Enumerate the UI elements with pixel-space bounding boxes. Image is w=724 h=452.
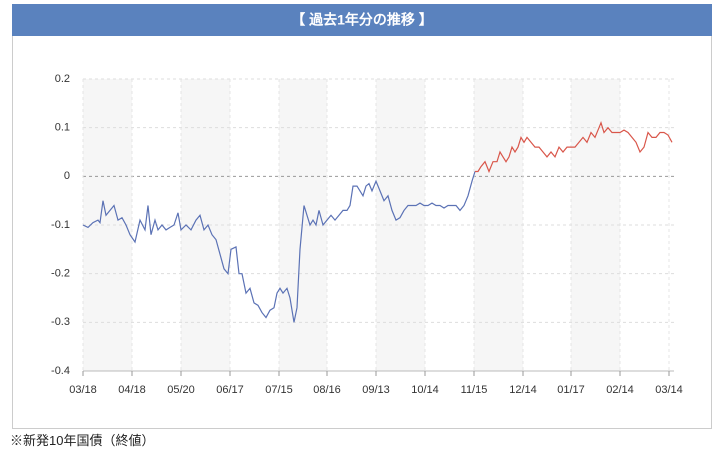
x-tick-label: 09/13 bbox=[362, 384, 390, 396]
x-tick-label: 07/15 bbox=[265, 384, 293, 396]
y-tick-label: -0.2 bbox=[51, 268, 70, 280]
x-tick-label: 03/14 bbox=[655, 384, 683, 396]
line-series bbox=[475, 121, 673, 174]
x-tick-label: 06/17 bbox=[216, 384, 244, 396]
y-tick-label: 0 bbox=[64, 170, 70, 182]
y-tick-label: -0.4 bbox=[51, 365, 70, 377]
y-tick-label: 0.1 bbox=[55, 122, 70, 134]
x-tick-label: 08/16 bbox=[313, 384, 341, 396]
chart-title: 【 過去1年分の推移 】 bbox=[291, 12, 433, 28]
chart: 【 過去1年分の推移 】 -0.4 -0.3 -0.2 -0.1 0 0.1 0.2 03/1… bbox=[12, 4, 712, 429]
footnote: ※新発10年国債（終値） bbox=[10, 433, 155, 448]
x-tick-label: 03/18 bbox=[69, 384, 97, 396]
title-bar bbox=[12, 4, 712, 36]
x-tick-label: 11/15 bbox=[461, 384, 488, 396]
x-tick-label: 02/14 bbox=[606, 384, 634, 396]
y-tick-label: -0.3 bbox=[51, 316, 70, 328]
x-tick-label: 01/17 bbox=[557, 384, 585, 396]
y-tick-label: -0.1 bbox=[51, 219, 70, 231]
x-tick-label: 12/14 bbox=[509, 384, 537, 396]
x-tick-label: 10/14 bbox=[411, 384, 439, 396]
x-tick-label: 04/18 bbox=[118, 384, 146, 396]
y-tick-label: 0.2 bbox=[55, 73, 70, 85]
line-series bbox=[82, 171, 476, 323]
x-tick-label: 05/20 bbox=[167, 384, 195, 396]
